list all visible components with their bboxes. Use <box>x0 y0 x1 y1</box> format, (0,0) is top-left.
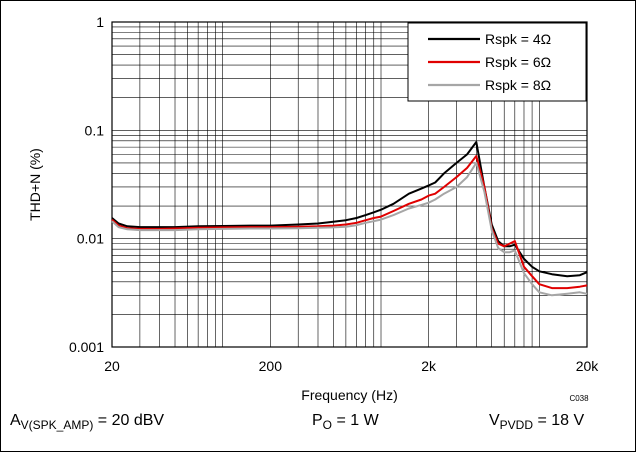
power-subscript: O <box>322 418 333 432</box>
power-value: = 1 W <box>332 412 379 429</box>
x-tick-label: 20 <box>104 358 120 374</box>
gain-symbol: A <box>10 412 21 429</box>
x-axis-label: Frequency (Hz) <box>301 387 397 403</box>
x-tick-label: 2k <box>421 358 437 374</box>
gain-subscript: V(SPK_AMP) <box>20 418 94 432</box>
series-line-2 <box>111 155 588 290</box>
legend-label: Rspk = 6Ω <box>485 54 551 70</box>
supply-symbol: V <box>489 412 500 429</box>
gain-value: = 20 dBV <box>93 412 165 429</box>
legend: Rspk = 4Ω Rspk = 6Ω Rspk = 8Ω <box>407 22 587 102</box>
x-tick-labels: 20 200 2k 20k <box>104 358 599 374</box>
supply-value: = 18 V <box>533 412 585 429</box>
y-tick-label: 0.001 <box>69 339 104 355</box>
legend-label: Rspk = 4Ω <box>485 31 551 47</box>
grid <box>111 22 588 348</box>
series-lines <box>111 141 588 297</box>
figure-code: C038 <box>569 394 589 403</box>
power-condition: PO = 1 W <box>312 412 379 432</box>
y-tick-labels: 0.001 0.01 0.1 1 <box>69 14 104 355</box>
plot-area <box>111 21 588 348</box>
y-axis-label: THD+N (%) <box>27 148 43 221</box>
gain-condition: AV(SPK_AMP) = 20 dBV <box>10 412 164 432</box>
series-line-3 <box>111 161 588 297</box>
power-symbol: P <box>312 412 323 429</box>
y-tick-label: 0.01 <box>77 231 104 247</box>
y-tick-label: 1 <box>96 14 104 30</box>
x-tick-label: 200 <box>259 358 283 374</box>
legend-label: Rspk = 8Ω <box>485 77 551 93</box>
series-line-1 <box>111 141 588 278</box>
supply-subscript: PVDD <box>499 418 534 432</box>
x-tick-label: 20k <box>576 358 600 374</box>
supply-condition: VPVDD = 18 V <box>489 412 584 432</box>
y-tick-label: 0.1 <box>85 122 105 138</box>
